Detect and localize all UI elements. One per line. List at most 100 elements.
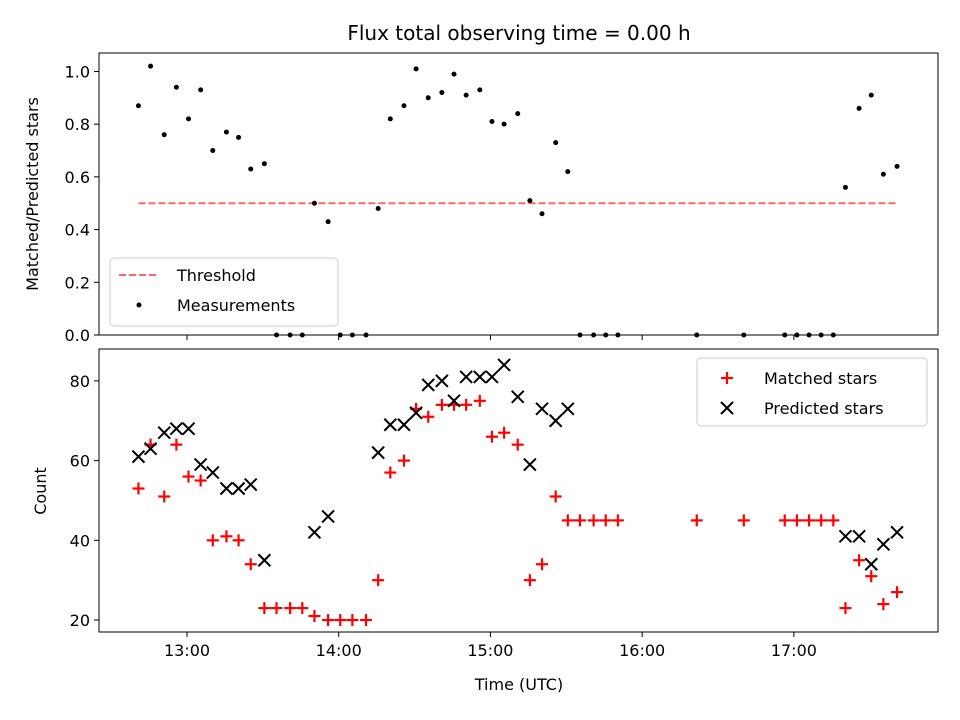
predicted-star-marker xyxy=(838,529,853,544)
count-x-axis: 13:00 14:00 15:00 16:00 17:00 xyxy=(164,632,817,660)
count-markers-layer xyxy=(131,358,904,627)
matched-star-marker xyxy=(372,574,385,587)
matched-star-marker xyxy=(384,466,397,479)
predicted-star-marker xyxy=(371,445,385,460)
measurement-point xyxy=(186,116,192,122)
matched-star-marker xyxy=(244,558,257,571)
matched-star-marker xyxy=(778,514,791,527)
measurement-point xyxy=(413,66,419,72)
predicted-star-marker xyxy=(876,537,891,552)
count-x-tick-label: 13:00 xyxy=(164,641,210,660)
measurement-point xyxy=(553,140,559,146)
predicted-star-marker xyxy=(244,477,258,492)
predicted-star-marker xyxy=(473,370,487,384)
ratio-y-axis: 0.0 0.2 0.4 0.6 0.8 1.0 xyxy=(65,62,99,345)
matched-star-marker xyxy=(827,514,840,527)
count-x-tick-label: 14:00 xyxy=(316,641,362,660)
count-panel-frame xyxy=(98,348,939,633)
matched-star-marker xyxy=(803,514,816,527)
ratio-y-tick-label: 1.0 xyxy=(65,62,90,81)
matched-star-marker xyxy=(611,514,624,527)
matched-star-marker xyxy=(422,410,435,423)
measurement-point xyxy=(842,184,848,190)
matched-star-marker xyxy=(853,554,866,567)
ratio-y-tick-label: 0.6 xyxy=(65,168,90,187)
ratio-y-tick-label: 0.8 xyxy=(65,115,90,134)
matched-star-marker xyxy=(308,610,321,623)
measurement-point xyxy=(161,132,167,138)
count-y-axis-label: Count xyxy=(31,467,50,515)
legend-threshold-label: Threshold xyxy=(176,266,256,285)
ratio-x-ticks xyxy=(186,335,795,340)
measurement-point xyxy=(223,129,229,135)
matched-star-marker xyxy=(523,574,536,587)
matched-star-marker xyxy=(132,482,145,495)
measurement-point xyxy=(868,92,874,98)
matched-star-marker xyxy=(182,470,195,483)
measurement-point xyxy=(148,63,154,69)
measurement-point xyxy=(539,211,545,217)
ratio-y-axis-label: Matched/Predicted stars xyxy=(23,97,42,291)
matched-star-marker xyxy=(220,530,233,543)
measurement-point xyxy=(387,116,393,122)
measurement-point xyxy=(311,200,317,206)
matched-star-marker xyxy=(296,602,309,615)
matched-star-marker xyxy=(473,394,486,407)
matched-star-marker xyxy=(815,514,828,527)
predicted-star-marker xyxy=(890,525,904,540)
matched-star-marker xyxy=(258,602,271,615)
matched-star-marker xyxy=(158,490,171,503)
legend-measurements-swatch xyxy=(136,302,142,308)
predicted-star-marker xyxy=(447,394,461,408)
ratio-panel: 0.0 0.2 0.4 0.6 0.8 1.0 Matched/Predicted sta… xyxy=(23,52,939,345)
predicted-star-marker xyxy=(852,529,866,544)
predicted-star-marker xyxy=(548,414,563,428)
measurement-point xyxy=(135,103,141,109)
predicted-star-marker xyxy=(383,418,398,432)
measurement-point xyxy=(198,87,204,93)
predicted-star-marker xyxy=(485,370,499,384)
count-legend: Matched stars Predicted stars xyxy=(696,357,928,427)
chart-title: Flux total observing time = 0.00 h xyxy=(347,21,690,45)
predicted-star-marker xyxy=(169,422,184,436)
matched-star-marker xyxy=(360,614,373,627)
predicted-star-marker xyxy=(131,449,146,464)
count-y-tick-label: 60 xyxy=(70,452,90,471)
predicted-star-marker xyxy=(497,358,511,372)
measurement-point xyxy=(451,71,457,77)
count-legend-box xyxy=(696,357,928,427)
matched-star-marker xyxy=(397,454,410,467)
measurement-point xyxy=(477,87,483,93)
matched-star-marker xyxy=(284,602,297,615)
legend-matched-swatch xyxy=(721,372,733,384)
x-axis-label: Time (UTC) xyxy=(474,675,563,694)
matched-star-marker xyxy=(839,602,852,615)
matched-star-marker xyxy=(232,534,245,547)
predicted-star-marker xyxy=(231,481,246,496)
count-y-tick-label: 80 xyxy=(70,372,90,391)
matched-star-marker xyxy=(322,614,335,627)
predicted-star-marker xyxy=(409,406,423,420)
predicted-star-marker xyxy=(143,441,158,456)
matched-star-marker xyxy=(790,514,803,527)
predicted-star-marker xyxy=(181,422,196,436)
measurement-point xyxy=(515,111,521,117)
matched-star-marker xyxy=(573,514,586,527)
ratio-legend: Threshold Measurements xyxy=(109,257,339,327)
predicted-star-marker xyxy=(206,465,220,480)
measurement-point xyxy=(261,161,267,167)
matched-star-marker xyxy=(194,474,207,487)
count-y-tick-label: 20 xyxy=(70,611,90,630)
count-y-axis: 20 40 60 80 xyxy=(70,372,99,630)
predicted-star-marker xyxy=(257,553,272,567)
count-panel: 20 40 60 80 13:00 14:00 15:00 16:00 17:00 Count… xyxy=(31,348,939,694)
matched-star-marker xyxy=(877,598,890,611)
measurement-point xyxy=(210,148,216,154)
matched-star-marker xyxy=(170,438,183,451)
matched-star-marker xyxy=(891,586,904,599)
predicted-star-marker xyxy=(561,402,575,416)
count-x-tick-label: 16:00 xyxy=(619,641,665,660)
matched-star-marker xyxy=(334,614,347,627)
measurement-point xyxy=(375,205,381,211)
